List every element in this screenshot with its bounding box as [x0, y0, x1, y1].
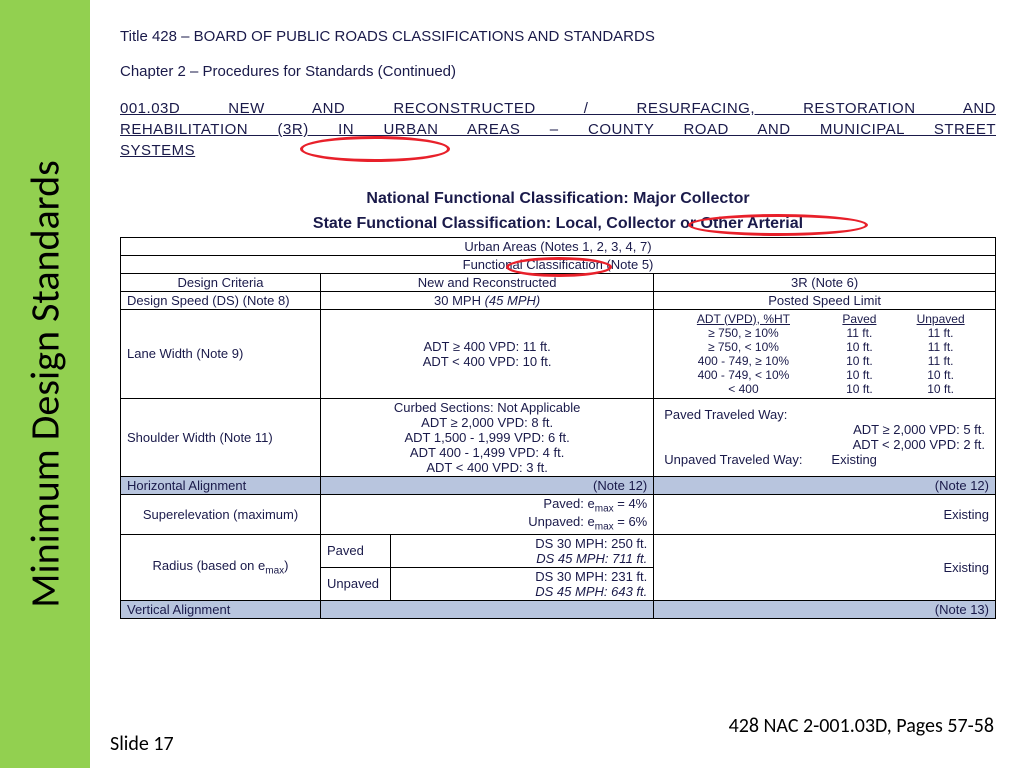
row-se-3r: Existing	[654, 494, 996, 534]
row-lane-new: ADT ≥ 400 VPD: 11 ft. ADT < 400 VPD: 10 …	[321, 309, 654, 398]
slide-number: Slide 17	[110, 732, 174, 756]
row-shoulder-3r: Paved Traveled Way: ADT ≥ 2,000 VPD: 5 f…	[654, 398, 996, 476]
class-heading-1: National Functional Classification: Majo…	[120, 189, 996, 210]
row-rad-label: Radius (based on emax)	[121, 534, 321, 600]
sidebar: Minimum Design Standards	[0, 0, 90, 768]
row-va-label: Vertical Alignment	[121, 600, 321, 618]
col-3r: 3R (Note 6)	[654, 273, 996, 291]
urban-header: Urban Areas (Notes 1, 2, 3, 4, 7)	[121, 237, 996, 255]
row-ds-label: Design Speed (DS) (Note 8)	[121, 291, 321, 309]
col-new: New and Reconstructed	[321, 273, 654, 291]
standards-table: Urban Areas (Notes 1, 2, 3, 4, 7) Functi…	[120, 237, 996, 619]
row-ha-label: Horizontal Alignment	[121, 476, 321, 494]
sidebar-title: Minimum Design Standards	[21, 160, 70, 607]
row-rad-3r: Existing	[654, 534, 996, 600]
section-heading-1: 001.03D NEW AND RECONSTRUCTED / RESURFAC…	[120, 98, 996, 119]
row-va-new	[321, 600, 654, 618]
row-rad-unpaved-v: DS 30 MPH: 231 ft.DS 45 MPH: 643 ft.	[391, 567, 654, 600]
col-criteria: Design Criteria	[121, 273, 321, 291]
row-ds-new: 30 MPH (45 MPH)	[434, 293, 540, 308]
document-content: Title 428 – BOARD OF PUBLIC ROADS CLASSI…	[100, 0, 1024, 619]
row-rad-unpaved: Unpaved	[321, 567, 391, 600]
row-shoulder-label: Shoulder Width (Note 11)	[121, 398, 321, 476]
row-ds-3r: Posted Speed Limit	[654, 291, 996, 309]
row-rad-paved: Paved	[321, 534, 391, 567]
row-se-label: Superelevation (maximum)	[121, 494, 321, 534]
footer: Slide 17 428 NAC 2-001.03D, Pages 57-58	[110, 716, 994, 756]
section-heading-3: SYSTEMS	[120, 140, 996, 161]
row-ha-new: (Note 12)	[321, 476, 654, 494]
section-heading-2: REHABILITATION (3R) IN URBAN AREAS – COU…	[120, 119, 996, 140]
row-rad-paved-v: DS 30 MPH: 250 ft.DS 45 MPH: 711 ft.	[391, 534, 654, 567]
doc-title: Title 428 – BOARD OF PUBLIC ROADS CLASSI…	[120, 28, 996, 45]
doc-chapter: Chapter 2 – Procedures for Standards (Co…	[120, 63, 996, 80]
page-reference: 428 NAC 2-001.03D, Pages 57-58	[729, 714, 994, 738]
row-lane-3r: ADT (VPD), %HTPavedUnpaved ≥ 750, ≥ 10%1…	[654, 309, 996, 398]
row-se-new: Paved: emax = 4% Unpaved: emax = 6%	[321, 494, 654, 534]
row-shoulder-new: Curbed Sections: Not ApplicableADT ≥ 2,0…	[321, 398, 654, 476]
row-lane-label: Lane Width (Note 9)	[121, 309, 321, 398]
row-ha-3r: (Note 12)	[654, 476, 996, 494]
func-header: Functional Classification (Note 5)	[121, 255, 996, 273]
class-heading-2: State Functional Classification: Local, …	[120, 214, 996, 235]
row-va-3r: (Note 13)	[654, 600, 996, 618]
